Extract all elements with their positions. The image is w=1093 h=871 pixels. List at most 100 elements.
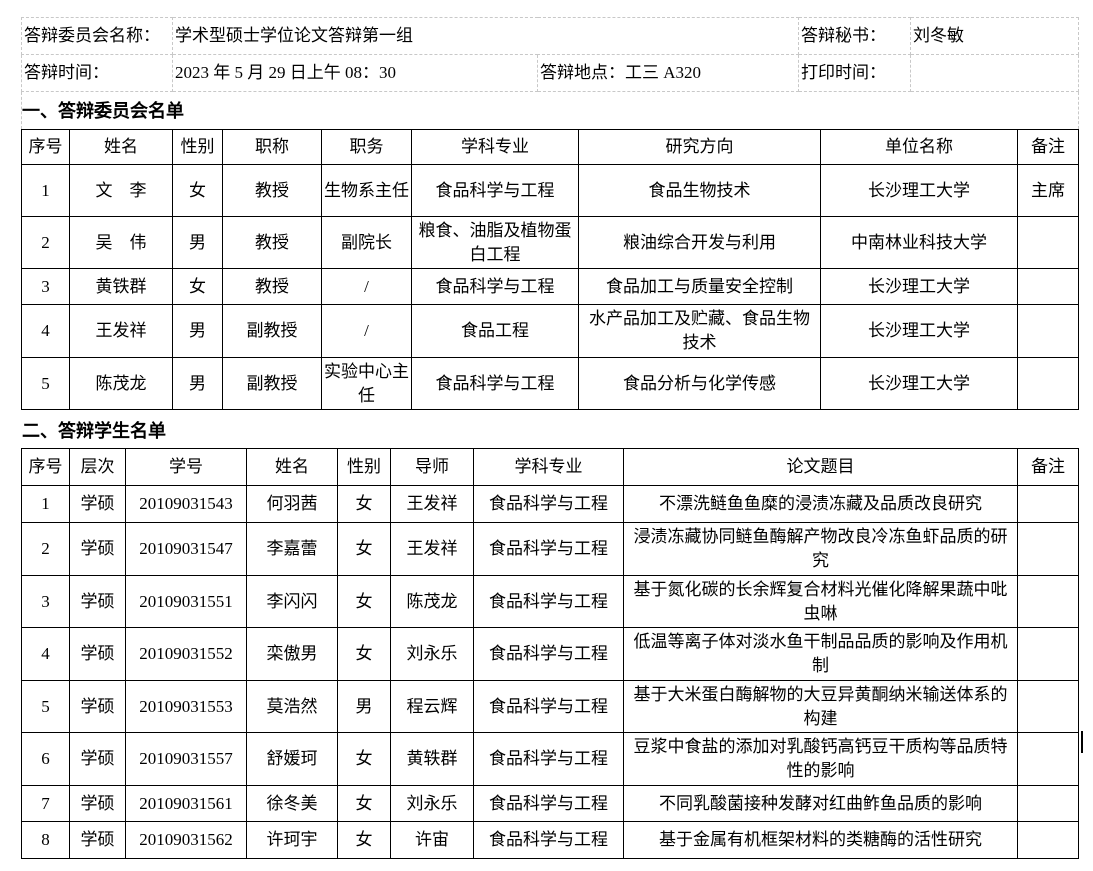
table-cell: 教授 (222, 216, 322, 269)
table-cell: 4 (21, 304, 70, 358)
students-section-title: 二、答辩学生名单 (22, 421, 166, 441)
table-cell: 学硕 (69, 485, 126, 523)
table-row: 4 学硕 20109031552 栾傲男女刘永乐 食品科学与工程 低温等离子体对淡水鱼干制… (21, 627, 1079, 681)
table-cell (1017, 627, 1079, 681)
column-header: 备注 (1017, 448, 1079, 486)
table-row: 6 学硕 20109031557 舒媛珂女黄轶群 食品科学与工程 豆浆中食盐的添加对乳酸钙… (21, 732, 1079, 786)
table-cell: 女 (172, 164, 223, 217)
table-cell: 女 (337, 575, 391, 628)
table-cell: 20109031552 (125, 627, 247, 681)
table-cell: 文 李 (69, 164, 173, 217)
table-cell: 8 (21, 821, 70, 859)
table-row: 4 王发祥男副教授 / 食品工程 水产品加工及贮藏、食品生物技术 长沙理工大学 (21, 304, 1079, 358)
table-cell: 副教授 (222, 304, 322, 358)
table-cell: 食品科学与工程 (411, 357, 579, 410)
table-row: 7 学硕 20109031561 徐冬美女刘永乐 食品科学与工程 不同乳酸菌接种发酵对红曲… (21, 785, 1079, 822)
table-cell (1017, 357, 1079, 410)
table-cell (1017, 522, 1079, 576)
table-cell: 徐冬美 (246, 785, 338, 822)
table-cell: 低温等离子体对淡水鱼干制品品质的影响及作用机制 (623, 627, 1018, 681)
column-header: 层次 (69, 448, 126, 486)
table-cell: 不漂洗鲢鱼鱼糜的浸渍冻藏及品质改良研究 (623, 485, 1018, 523)
table-cell (1017, 268, 1079, 305)
time-label: 答辩时间： (21, 54, 173, 92)
column-header: 论文题目 (623, 448, 1018, 486)
table-cell: 栾傲男 (246, 627, 338, 681)
column-header: 备注 (1017, 129, 1079, 165)
table-cell (1017, 785, 1079, 822)
table-cell: 女 (337, 821, 391, 859)
column-header: 研究方向 (578, 129, 821, 165)
secretary-name: 刘冬敏 (910, 17, 1079, 55)
students-table: 序号 层次 学号 姓名 性别 导师 学科专业 论文题目 备注 1 学硕 20109031543 何羽茜女… (21, 448, 1079, 859)
table-cell: 20109031562 (125, 821, 247, 859)
table-cell: 学硕 (69, 821, 126, 859)
table-cell: 20109031557 (125, 732, 247, 786)
table-cell: 4 (21, 627, 70, 681)
column-header: 学号 (125, 448, 247, 486)
table-cell: 学硕 (69, 785, 126, 822)
table-cell: 基于金属有机框架材料的类糖酶的活性研究 (623, 821, 1018, 859)
table-cell: 粮食、油脂及植物蛋白工程 (411, 216, 579, 269)
table-cell: 学硕 (69, 575, 126, 628)
column-header: 序号 (21, 448, 70, 486)
table-cell: 男 (337, 680, 391, 733)
table-row: 5 学硕 20109031553 莫浩然男程云辉 食品科学与工程 基于大米蛋白酶解物的大豆… (21, 680, 1079, 733)
table-row: 8 学硕 20109031562 许珂宇女许宙 食品科学与工程 基于金属有机框架材料的类糖… (21, 821, 1079, 859)
table-cell: 食品科学与工程 (473, 821, 624, 859)
table-header-row: 序号 层次 学号 姓名 性别 导师 学科专业 论文题目 备注 (21, 448, 1079, 486)
table-cell: 6 (21, 732, 70, 786)
column-header: 学科专业 (473, 448, 624, 486)
table-cell (1017, 680, 1079, 733)
table-cell: 学硕 (69, 732, 126, 786)
table-cell: 何羽茜 (246, 485, 338, 523)
table-cell: 陈茂龙 (69, 357, 173, 410)
table-cell: 基于大米蛋白酶解物的大豆异黄酮纳米输送体系的构建 (623, 680, 1018, 733)
table-cell: 食品科学与工程 (473, 522, 624, 576)
table-cell: 许珂宇 (246, 821, 338, 859)
column-header: 性别 (172, 129, 223, 165)
committee-name: 学术型硕士学位论文答辩第一组 (172, 17, 799, 55)
table-cell: 20109031543 (125, 485, 247, 523)
table-row: 3 黄铁群女教授 / 食品科学与工程 食品加工与质量安全控制 长沙理工大学 (21, 268, 1079, 305)
table-cell (1017, 575, 1079, 628)
table-row: 2 学硕 20109031547 李嘉蕾女王发祥 食品科学与工程 浸渍冻藏协同鲢鱼酶解产物… (21, 522, 1079, 576)
table-cell: 程云辉 (390, 680, 474, 733)
table-cell: 女 (337, 485, 391, 523)
table-cell: 食品科学与工程 (473, 627, 624, 681)
table-cell: 豆浆中食盐的添加对乳酸钙高钙豆干质构等品质特性的影响 (623, 732, 1018, 786)
print-label: 打印时间： (798, 54, 911, 92)
table-cell: 不同乳酸菌接种发酵对红曲鲊鱼品质的影响 (623, 785, 1018, 822)
table-cell: 3 (21, 575, 70, 628)
table-cell: 副教授 (222, 357, 322, 410)
print-time (910, 54, 1079, 92)
table-cell: 水产品加工及贮藏、食品生物技术 (578, 304, 821, 358)
text-cursor (1081, 731, 1083, 753)
column-header: 性别 (337, 448, 391, 486)
table-cell: 舒媛珂 (246, 732, 338, 786)
table-cell: 长沙理工大学 (820, 164, 1018, 217)
table-cell: 刘永乐 (390, 785, 474, 822)
table-cell (1017, 821, 1079, 859)
table-cell: 刘永乐 (390, 627, 474, 681)
table-cell: 食品科学与工程 (473, 575, 624, 628)
table-cell: 食品科学与工程 (473, 680, 624, 733)
table-cell: 教授 (222, 164, 322, 217)
table-row: 3 学硕 20109031551 李闪闪女陈茂龙 食品科学与工程 基于氮化碳的长余辉复合材… (21, 575, 1079, 628)
table-cell: 5 (21, 680, 70, 733)
table-cell: 女 (172, 268, 223, 305)
table-cell: 李闪闪 (246, 575, 338, 628)
table-cell: 王发祥 (390, 522, 474, 576)
column-header: 职称 (222, 129, 322, 165)
table-cell: 5 (21, 357, 70, 410)
column-header: 学科专业 (411, 129, 579, 165)
table-cell: 7 (21, 785, 70, 822)
table-cell: 长沙理工大学 (820, 268, 1018, 305)
table-cell: 女 (337, 627, 391, 681)
table-row: 5 陈茂龙男副教授 实验中心主任 食品科学与工程 食品分析与化学传感 长沙理工大学 (21, 357, 1079, 410)
table-cell: 食品工程 (411, 304, 579, 358)
table-cell: 食品科学与工程 (411, 164, 579, 217)
table-cell: 女 (337, 522, 391, 576)
